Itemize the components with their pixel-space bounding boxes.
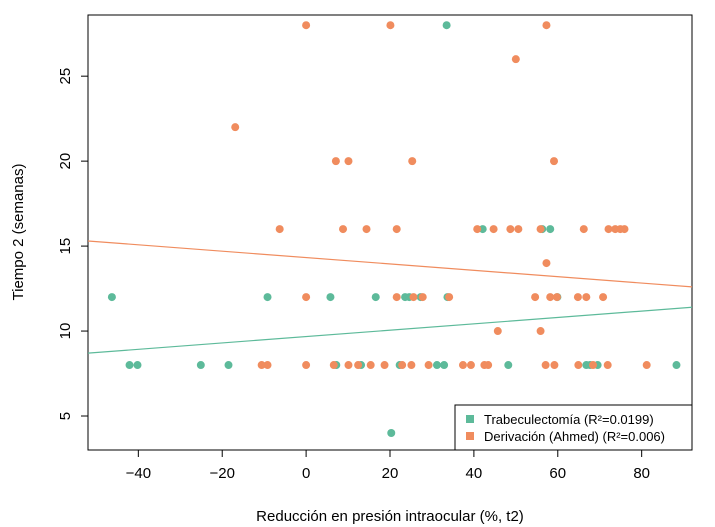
point-derivacion [445, 293, 454, 302]
point-trabeculectomia [582, 361, 591, 370]
x-tick-label: 80 [633, 465, 650, 482]
y-tick-label: 20 [57, 153, 74, 170]
point-derivacion [536, 327, 545, 336]
point-derivacion [263, 361, 272, 370]
y-tick-label: 10 [57, 323, 74, 340]
point-derivacion [392, 225, 401, 234]
point-derivacion [473, 225, 482, 234]
point-derivacion [550, 361, 559, 370]
point-derivacion [506, 225, 515, 234]
point-derivacion [392, 293, 401, 302]
point-derivacion [589, 361, 598, 370]
point-trabeculectomia [125, 361, 134, 370]
x-tick-label: 0 [302, 465, 310, 482]
point-derivacion [542, 259, 551, 268]
point-derivacion [331, 157, 340, 166]
data-points [107, 21, 681, 438]
point-derivacion [344, 361, 353, 370]
legend: Trabeculectomía (R²=0.0199) Derivación (… [454, 404, 693, 451]
point-trabeculectomia [387, 429, 396, 438]
point-trabeculectomia [196, 361, 205, 370]
point-derivacion [339, 225, 348, 234]
point-trabeculectomia [371, 293, 380, 302]
point-derivacion [418, 293, 427, 302]
y-tick-label: 25 [57, 68, 74, 85]
point-derivacion [362, 225, 371, 234]
legend-label-trabeculectomia: Trabeculectomía (R²=0.0199) [484, 412, 654, 427]
point-trabeculectomia [432, 361, 441, 370]
trend-line-trabeculectomia [87, 306, 693, 354]
point-derivacion [354, 361, 363, 370]
point-derivacion [386, 21, 395, 30]
point-derivacion [380, 361, 389, 370]
point-derivacion [302, 293, 311, 302]
point-trabeculectomia [442, 21, 451, 30]
point-derivacion [642, 361, 651, 370]
point-derivacion [302, 21, 311, 30]
point-derivacion [620, 225, 629, 234]
point-derivacion [511, 55, 520, 64]
point-derivacion [257, 361, 266, 370]
point-derivacion [493, 327, 502, 336]
point-derivacion [574, 361, 583, 370]
point-trabeculectomia [326, 293, 335, 302]
point-derivacion [408, 157, 417, 166]
point-derivacion [514, 225, 523, 234]
x-tick-label: −40 [126, 465, 151, 482]
x-axis-label: Reducción en presión intraocular (%, t2) [256, 508, 524, 525]
point-derivacion [366, 361, 375, 370]
point-derivacion [329, 361, 338, 370]
point-derivacion [275, 225, 284, 234]
point-trabeculectomia [263, 293, 272, 302]
point-derivacion [424, 361, 433, 370]
y-tick-label: 5 [57, 412, 74, 420]
point-derivacion [582, 293, 591, 302]
point-trabeculectomia [440, 361, 449, 370]
point-derivacion [536, 225, 545, 234]
point-derivacion [541, 361, 550, 370]
point-derivacion [302, 361, 311, 370]
point-derivacion [579, 225, 588, 234]
point-derivacion [409, 293, 418, 302]
point-derivacion [466, 361, 475, 370]
plot-frame [87, 14, 693, 451]
point-derivacion [531, 293, 540, 302]
point-trabeculectomia [224, 361, 233, 370]
trend-lines [87, 240, 693, 354]
point-derivacion [344, 157, 353, 166]
trend-line-derivacion [87, 240, 693, 288]
legend-box [454, 404, 693, 451]
x-axis: −40 −20 0 20 40 60 80 [126, 450, 650, 482]
point-trabeculectomia [504, 361, 513, 370]
point-derivacion [489, 225, 498, 234]
point-derivacion [552, 293, 561, 302]
legend-swatch-trabeculectomia [466, 415, 474, 423]
point-trabeculectomia [546, 225, 555, 234]
point-derivacion [550, 157, 559, 166]
point-trabeculectomia [107, 293, 116, 302]
point-derivacion [546, 293, 555, 302]
point-derivacion [407, 361, 416, 370]
point-derivacion [603, 361, 612, 370]
legend-swatch-derivacion [466, 432, 474, 440]
y-axis: 5 10 15 20 25 [57, 68, 88, 420]
y-tick-label: 15 [57, 238, 74, 255]
point-derivacion [231, 123, 240, 132]
point-derivacion [599, 293, 608, 302]
x-tick-label: 20 [382, 465, 399, 482]
x-tick-label: 60 [549, 465, 566, 482]
x-tick-label: −20 [209, 465, 234, 482]
y-axis-label: Tiempo 2 (semanas) [10, 164, 27, 301]
point-trabeculectomia [672, 361, 681, 370]
point-derivacion [458, 361, 467, 370]
legend-label-derivacion: Derivación (Ahmed) (R²=0.006) [484, 429, 665, 444]
point-derivacion [398, 361, 407, 370]
point-derivacion [573, 293, 582, 302]
point-derivacion [542, 21, 551, 30]
point-trabeculectomia [133, 361, 142, 370]
x-tick-label: 40 [466, 465, 483, 482]
point-derivacion [604, 225, 613, 234]
point-derivacion [484, 361, 493, 370]
